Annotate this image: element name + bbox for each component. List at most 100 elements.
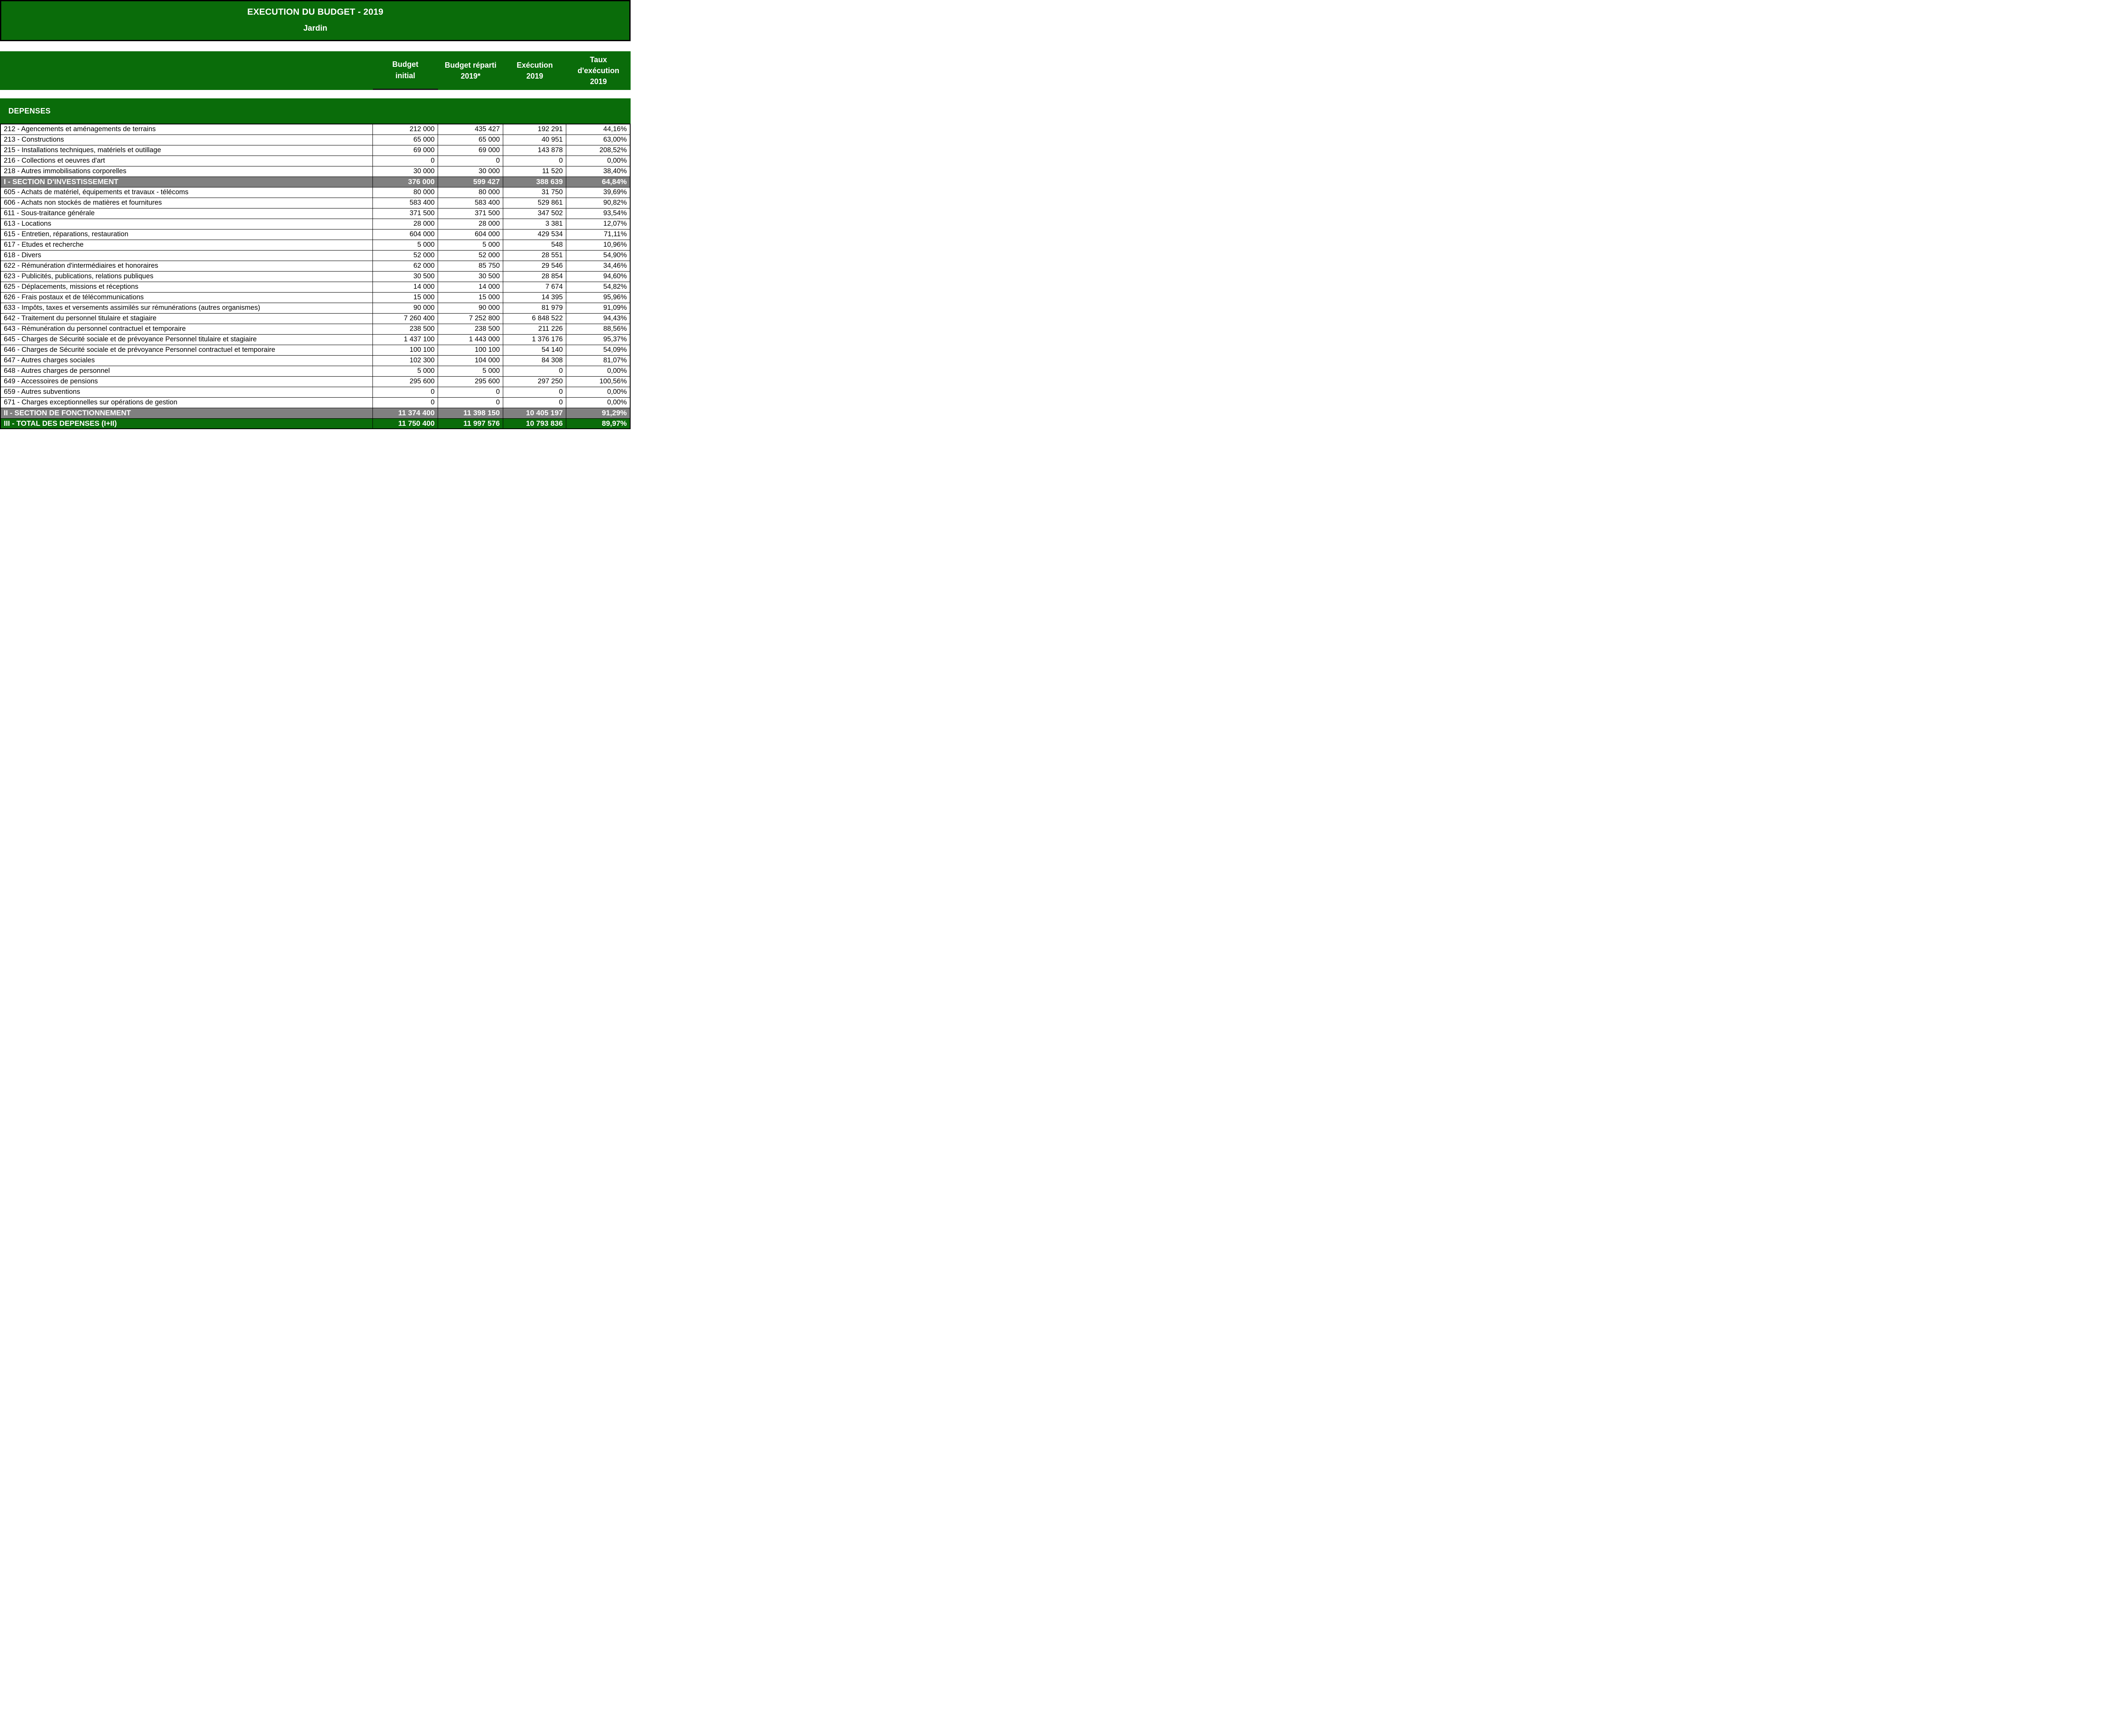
table-row: 643 - Rémunération du personnel contract… — [0, 323, 631, 335]
row-value: 94,43% — [565, 313, 631, 324]
row-value: 15 000 — [437, 292, 503, 303]
row-value: 388 639 — [502, 176, 566, 187]
row-label: 615 - Entretien, réparations, restaurati… — [0, 229, 373, 240]
row-value: 0 — [502, 155, 566, 166]
row-value: 29 546 — [502, 260, 566, 272]
row-value: 54,82% — [565, 281, 631, 293]
row-value: 11 520 — [502, 166, 566, 177]
table-row: 633 - Impôts, taxes et versements assimi… — [0, 302, 631, 314]
row-value: 7 252 800 — [437, 313, 503, 324]
row-value: 604 000 — [372, 229, 438, 240]
table-row: 615 - Entretien, réparations, restaurati… — [0, 229, 631, 240]
row-label: 626 - Frais postaux et de télécommunicat… — [0, 292, 373, 303]
row-value: 100 100 — [437, 344, 503, 356]
table-row: 606 - Achats non stockés de matières et … — [0, 197, 631, 208]
row-label: 623 - Publicités, publications, relation… — [0, 271, 373, 282]
row-value: 94,60% — [565, 271, 631, 282]
column-header-budget-reparti: Budget réparti 2019* — [444, 61, 496, 80]
row-value: 34,46% — [565, 260, 631, 272]
row-value: 93,54% — [565, 208, 631, 219]
row-value: 104 000 — [437, 355, 503, 366]
row-value: 14 000 — [372, 281, 438, 293]
row-value: 0 — [372, 386, 438, 398]
table-row: 646 - Charges de Sécurité sociale et de … — [0, 344, 631, 356]
table-row: 647 - Autres charges sociales 102 300 104 … — [0, 355, 631, 366]
row-value: 80 000 — [372, 187, 438, 198]
row-value: 65 000 — [437, 134, 503, 145]
row-value: 95,37% — [565, 334, 631, 345]
row-value: 1 437 100 — [372, 334, 438, 345]
row-value: 5 000 — [372, 365, 438, 377]
row-value: 12,07% — [565, 218, 631, 230]
row-value: 11 398 150 — [437, 407, 503, 419]
row-value: 39,69% — [565, 187, 631, 198]
row-value: 599 427 — [437, 176, 503, 187]
row-value: 30 500 — [372, 271, 438, 282]
row-value: 84 308 — [502, 355, 566, 366]
row-value: 65 000 — [372, 134, 438, 145]
row-label: 649 - Accessoires de pensions — [0, 376, 373, 387]
row-value: 28 551 — [502, 250, 566, 261]
row-label: 606 - Achats non stockés de matières et … — [0, 197, 373, 208]
row-value: 6 848 522 — [502, 313, 566, 324]
row-value: 297 250 — [502, 376, 566, 387]
row-label: 647 - Autres charges sociales — [0, 355, 373, 366]
table-row: 212 - Agencements et aménagements de ter… — [0, 124, 631, 135]
row-value: 91,09% — [565, 302, 631, 314]
row-label: 215 - Installations techniques, matériel… — [0, 145, 373, 156]
row-label: 218 - Autres immobilisations corporelles — [0, 166, 373, 177]
section-total-row: II - SECTION DE FONCTIONNEMENT 11 374 400… — [0, 407, 631, 419]
row-value: 64,84% — [565, 176, 631, 187]
row-value: 238 500 — [437, 323, 503, 335]
row-value: 91,29% — [565, 407, 631, 419]
column-header-band: Budget initial Budget réparti 2019* Exéc… — [0, 51, 631, 90]
row-value: 11 750 400 — [372, 418, 438, 429]
row-value: 52 000 — [372, 250, 438, 261]
row-value: 376 000 — [372, 176, 438, 187]
row-value: 5 000 — [372, 239, 438, 251]
row-value: 80 000 — [437, 187, 503, 198]
table-row: 623 - Publicités, publications, relation… — [0, 271, 631, 282]
row-value: 90,82% — [565, 197, 631, 208]
row-value: 81,07% — [565, 355, 631, 366]
row-value: 30 000 — [372, 166, 438, 177]
row-value: 11 374 400 — [372, 407, 438, 419]
row-value: 208,52% — [565, 145, 631, 156]
row-value: 548 — [502, 239, 566, 251]
row-value: 90 000 — [437, 302, 503, 314]
row-label: 642 - Traitement du personnel titulaire … — [0, 313, 373, 324]
row-value: 7 674 — [502, 281, 566, 293]
row-value: 0 — [372, 155, 438, 166]
column-header-taux-execution: Taux d'exécution 2019 — [577, 55, 620, 86]
row-value: 429 534 — [502, 229, 566, 240]
header-spacer — [0, 51, 373, 90]
column-header-execution: Exécution 2019 — [516, 61, 553, 80]
row-value: 40 951 — [502, 134, 566, 145]
section-total-row: I - SECTION D'INVESTISSEMENT 376 000 599 4… — [0, 176, 631, 187]
row-value: 11 997 576 — [437, 418, 503, 429]
row-value: 81 979 — [502, 302, 566, 314]
row-label: 643 - Rémunération du personnel contract… — [0, 323, 373, 335]
row-value: 0 — [437, 397, 503, 408]
depenses-label: DEPENSES — [8, 106, 51, 115]
title-banner: EXECUTION DU BUDGET - 2019 Jardin — [0, 0, 631, 41]
table-row: 618 - Divers 52 000 52 000 28 551 54,90% — [0, 250, 631, 261]
table-row: 218 - Autres immobilisations corporelles… — [0, 166, 631, 177]
row-value: 0 — [437, 386, 503, 398]
row-value: 89,97% — [565, 418, 631, 429]
table-row: 625 - Déplacements, missions et réceptio… — [0, 281, 631, 293]
row-value: 5 000 — [437, 239, 503, 251]
row-value: 100 100 — [372, 344, 438, 356]
depenses-band: DEPENSES — [0, 98, 631, 124]
row-value: 54 140 — [502, 344, 566, 356]
row-label: 646 - Charges de Sécurité sociale et de … — [0, 344, 373, 356]
row-value: 0 — [502, 397, 566, 408]
row-label: 216 - Collections et oeuvres d'art — [0, 155, 373, 166]
row-value: 28 000 — [437, 218, 503, 230]
row-value: 54,09% — [565, 344, 631, 356]
table-row: 649 - Accessoires de pensions 295 600 295 … — [0, 376, 631, 387]
row-value: 0,00% — [565, 386, 631, 398]
row-value: 371 500 — [372, 208, 438, 219]
table-row: 642 - Traitement du personnel titulaire … — [0, 313, 631, 324]
row-value: 3 381 — [502, 218, 566, 230]
